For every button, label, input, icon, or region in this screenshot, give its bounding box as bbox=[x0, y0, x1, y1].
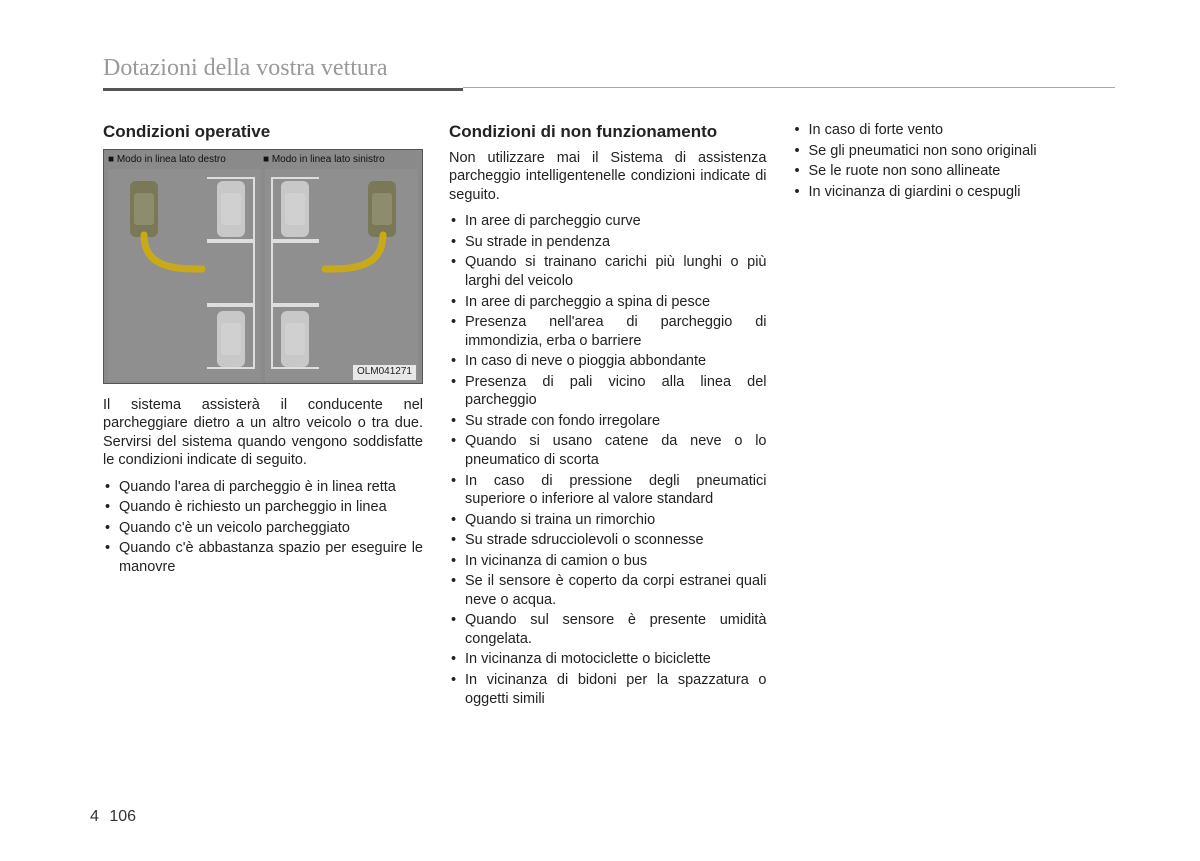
list-item: Presenza di pali vicino alla linea del p… bbox=[449, 373, 767, 410]
figure-label-right: ■ Modo in linea lato sinistro bbox=[263, 154, 418, 167]
parking-path-icon bbox=[108, 169, 262, 381]
list-item: In caso di forte vento bbox=[793, 121, 1111, 140]
list-item: In vicinanza di bidoni per la spazzatura… bbox=[449, 671, 767, 708]
list-item: In caso di pressione degli pneumatici su… bbox=[449, 472, 767, 509]
column-1: Condizioni operative ■ Modo in linea lat… bbox=[103, 121, 423, 710]
col3-bullet-list: In caso di forte vento Se gli pneumatici … bbox=[793, 121, 1111, 201]
header-rule-thin bbox=[463, 87, 1115, 88]
list-item: In aree di parcheggio curve bbox=[449, 212, 767, 231]
list-item: Su strade in pendenza bbox=[449, 233, 767, 252]
list-item: In vicinanza di motociclette o biciclett… bbox=[449, 650, 767, 669]
col1-bullet-list: Quando l'area di parcheggio è in linea r… bbox=[103, 478, 423, 577]
list-item: Quando l'area di parcheggio è in linea r… bbox=[103, 478, 423, 497]
list-item: Se le ruote non sono allineate bbox=[793, 162, 1111, 181]
col1-intro: Il sistema assisterà il conducente nel p… bbox=[103, 396, 423, 470]
col2-heading: Condizioni di non funzionamento bbox=[449, 121, 767, 143]
list-item: Su strade con fondo irregolare bbox=[449, 412, 767, 431]
list-item: In vicinanza di giardini o cespugli bbox=[793, 183, 1111, 202]
list-item: Se il sensore è coperto da corpi estrane… bbox=[449, 572, 767, 609]
col1-heading: Condizioni operative bbox=[103, 121, 423, 143]
list-item: Se gli pneumatici non sono originali bbox=[793, 142, 1111, 161]
content-columns: Condizioni operative ■ Modo in linea lat… bbox=[103, 121, 1110, 710]
column-2: Condizioni di non funzionamento Non util… bbox=[449, 121, 767, 710]
list-item: Quando si usano catene da neve o lo pneu… bbox=[449, 432, 767, 469]
list-item: Quando sul sensore è presente umidità co… bbox=[449, 611, 767, 648]
footer-chapter: 4 bbox=[90, 808, 99, 825]
list-item: Quando è richiesto un parcheggio in line… bbox=[103, 498, 423, 517]
figure-scene-right-mode bbox=[108, 169, 261, 381]
column-3: In caso di forte vento Se gli pneumatici … bbox=[793, 121, 1111, 710]
figure-scene-left-mode bbox=[265, 169, 418, 381]
list-item: Presenza nell'area di parcheggio di immo… bbox=[449, 313, 767, 350]
list-item: Quando si traina un rimorchio bbox=[449, 511, 767, 530]
figure-code: OLM041271 bbox=[353, 365, 416, 380]
footer-page-number: 106 bbox=[109, 808, 136, 825]
parking-figure: ■ Modo in linea lato destro ■ Modo in li… bbox=[103, 149, 423, 384]
list-item: Su strade sdrucciolevoli o sconnesse bbox=[449, 531, 767, 550]
list-item: Quando si trainano carichi più lunghi o … bbox=[449, 253, 767, 290]
figure-label-left: ■ Modo in linea lato destro bbox=[108, 154, 263, 167]
parking-path-icon bbox=[265, 169, 419, 381]
list-item: In aree di parcheggio a spina di pesce bbox=[449, 293, 767, 312]
list-item: Quando c'è un veicolo parcheggiato bbox=[103, 519, 423, 538]
chapter-title: Dotazioni della vostra vettura bbox=[103, 55, 1110, 82]
list-item: In vicinanza di camion o bus bbox=[449, 552, 767, 571]
list-item: In caso di neve o pioggia abbondante bbox=[449, 352, 767, 371]
list-item: Quando c'è abbastanza spazio per eseguir… bbox=[103, 539, 423, 576]
col2-bullet-list: In aree di parcheggio curve Su strade in … bbox=[449, 212, 767, 708]
header-rule-thick bbox=[103, 88, 463, 91]
col2-intro: Non utilizzare mai il Sistema di assiste… bbox=[449, 149, 767, 205]
page-footer: 4 106 bbox=[90, 808, 136, 826]
